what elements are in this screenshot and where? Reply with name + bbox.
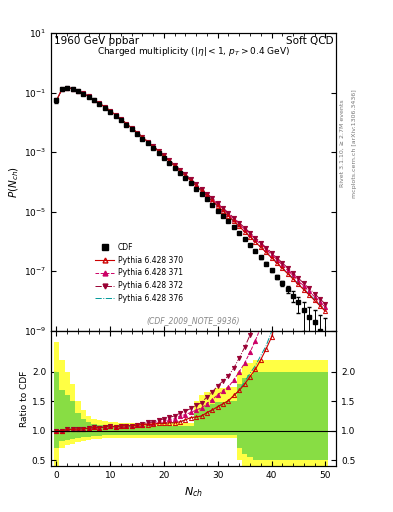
Pythia 6.428 371: [323, 304, 328, 310]
Line: Pythia 6.428 376: Pythia 6.428 376: [57, 88, 325, 310]
Line: Pythia 6.428 371: Pythia 6.428 371: [54, 86, 327, 309]
Pythia 6.428 372: [65, 84, 70, 91]
Pythia 6.428 376: [253, 239, 258, 245]
Text: mcplots.cern.ch [arXiv:1306.3436]: mcplots.cern.ch [arXiv:1306.3436]: [352, 89, 357, 198]
Pythia 6.428 370: [65, 84, 70, 91]
Pythia 6.428 376: [323, 307, 328, 313]
Pythia 6.428 371: [119, 116, 123, 122]
Pythia 6.428 376: [145, 139, 150, 145]
Pythia 6.428 371: [253, 236, 258, 242]
Pythia 6.428 371: [65, 84, 70, 91]
Pythia 6.428 371: [237, 221, 242, 227]
Pythia 6.428 370: [253, 239, 258, 245]
Text: 1960 GeV ppbar: 1960 GeV ppbar: [54, 36, 139, 46]
Pythia 6.428 372: [323, 301, 328, 307]
Pythia 6.428 370: [145, 139, 150, 145]
Pythia 6.428 372: [253, 234, 258, 241]
Pythia 6.428 372: [54, 97, 59, 103]
Text: (CDF_2009_NOTE_9936): (CDF_2009_NOTE_9936): [147, 316, 240, 325]
Pythia 6.428 371: [140, 134, 145, 140]
Text: Soft QCD: Soft QCD: [286, 36, 333, 46]
Pythia 6.428 376: [119, 116, 123, 122]
Text: Rivet 3.1.10, ≥ 2.7M events: Rivet 3.1.10, ≥ 2.7M events: [340, 99, 345, 187]
Pythia 6.428 371: [145, 139, 150, 145]
Pythia 6.428 376: [237, 223, 242, 229]
Pythia 6.428 372: [145, 139, 150, 145]
Pythia 6.428 370: [323, 308, 328, 314]
Pythia 6.428 370: [119, 116, 123, 122]
Pythia 6.428 372: [119, 116, 123, 122]
Pythia 6.428 376: [54, 97, 59, 103]
Pythia 6.428 376: [318, 302, 322, 308]
Pythia 6.428 376: [65, 84, 70, 91]
Pythia 6.428 376: [140, 134, 145, 140]
Pythia 6.428 370: [54, 97, 59, 103]
Text: Charged multiplicity ($|\eta| < 1$, $p_T > 0.4$ GeV): Charged multiplicity ($|\eta| < 1$, $p_T…: [97, 45, 290, 58]
Line: Pythia 6.428 372: Pythia 6.428 372: [54, 86, 327, 306]
Pythia 6.428 372: [237, 220, 242, 226]
Y-axis label: Ratio to CDF: Ratio to CDF: [20, 370, 29, 426]
Pythia 6.428 372: [318, 295, 322, 302]
Pythia 6.428 370: [318, 303, 322, 309]
Legend: CDF, Pythia 6.428 370, Pythia 6.428 371, Pythia 6.428 372, Pythia 6.428 376: CDF, Pythia 6.428 370, Pythia 6.428 371,…: [92, 240, 186, 306]
X-axis label: $N_{ch}$: $N_{ch}$: [184, 485, 203, 499]
Pythia 6.428 370: [140, 134, 145, 140]
Y-axis label: $P(N_{ch})$: $P(N_{ch})$: [7, 166, 21, 198]
Line: Pythia 6.428 370: Pythia 6.428 370: [54, 86, 327, 313]
Pythia 6.428 371: [54, 97, 59, 103]
Pythia 6.428 370: [237, 223, 242, 229]
Pythia 6.428 371: [318, 299, 322, 305]
Pythia 6.428 372: [140, 134, 145, 140]
